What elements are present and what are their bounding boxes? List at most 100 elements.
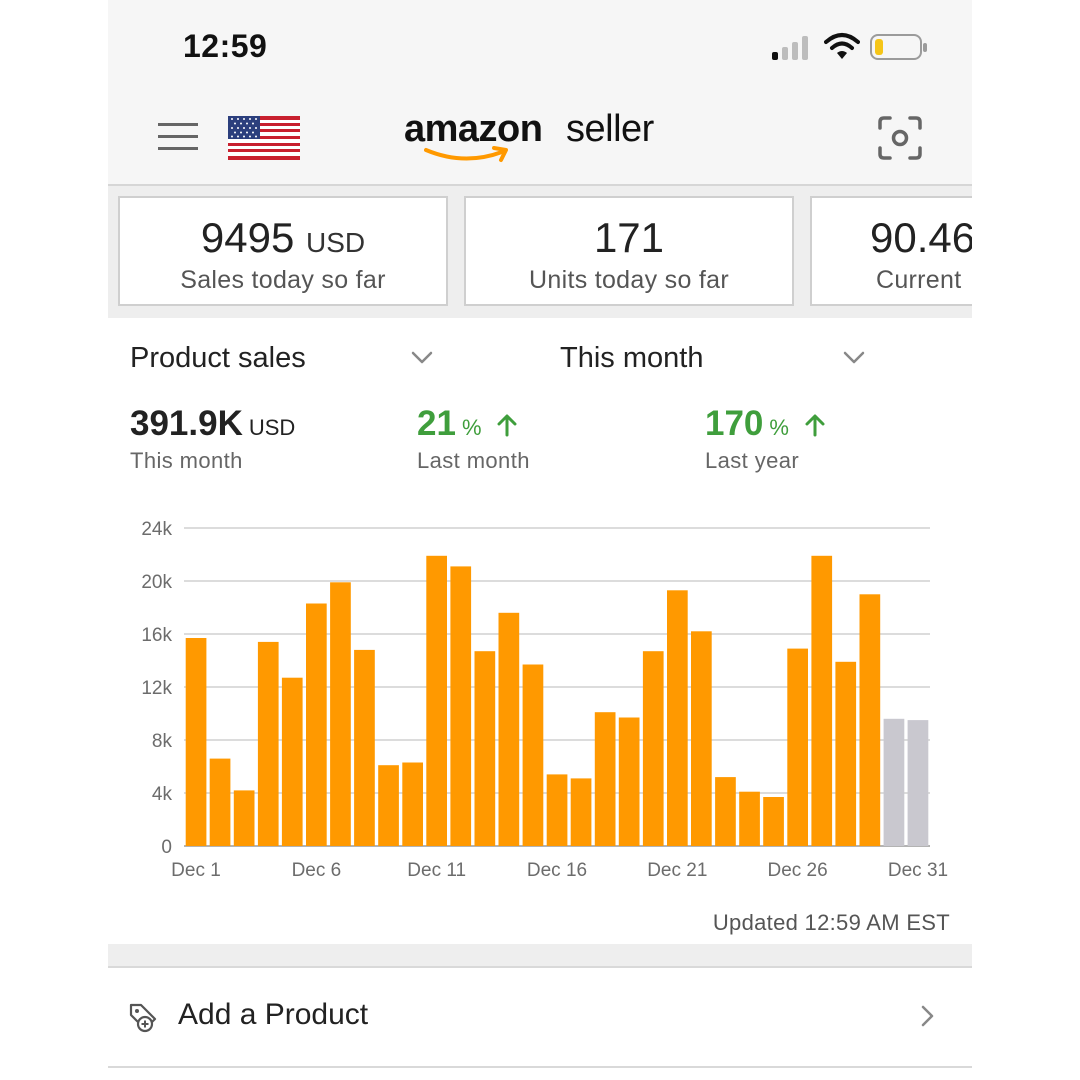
brand-seller-text: seller [566, 108, 654, 150]
y-tick-label: 0 [161, 837, 172, 858]
wifi-icon [824, 33, 860, 59]
chevron-down-icon [411, 351, 433, 364]
y-tick-label: 4k [152, 784, 173, 805]
this-month-value-line: 391.9K USD [130, 404, 295, 444]
chart-bar [787, 648, 808, 846]
chart-bar [354, 649, 375, 846]
chart-bar [811, 555, 833, 846]
chart-bar [474, 651, 496, 846]
sales-bar-chart: 0 4k 8k 12k 16k 20k 24k Dec 1 Dec 6 Dec 11 Dec 16 D… [141, 519, 948, 881]
y-tick-label: 16k [141, 625, 172, 646]
chart-bar [691, 631, 712, 846]
chart-bar [667, 590, 688, 846]
brand-amazon-text: amazon [404, 108, 543, 150]
chart-bar [306, 603, 327, 846]
y-tick-label: 8k [152, 731, 173, 752]
chart-bar [618, 717, 640, 846]
app-header: amazon seller [108, 92, 972, 186]
chart-bar [763, 797, 784, 846]
last-year-value: 170 [705, 404, 764, 443]
last-month-value-line: 21% [417, 404, 530, 444]
status-bar: 12:59 [108, 0, 972, 92]
sales-today-value: 9495 [200, 214, 295, 261]
units-today-card[interactable]: 171 Units today so far [464, 196, 794, 306]
x-tick-label: Dec 11 [407, 860, 466, 881]
x-tick-label: Dec 1 [171, 860, 221, 881]
y-tick-label: 20k [141, 572, 172, 593]
arrow-up-icon [805, 414, 825, 437]
updated-timestamp: Updated 12:59 AM EST [712, 910, 950, 935]
chart-bar [883, 718, 905, 846]
chart-bar [739, 791, 760, 846]
add-product-row[interactable]: Add a Product [108, 968, 972, 1068]
this-month-value: 391.9K [130, 404, 243, 443]
metric-select[interactable]: Product sales [130, 340, 440, 384]
last-month-label: Last month [417, 448, 530, 473]
sales-today-label: Sales today so far [180, 266, 386, 294]
chart-bar [715, 777, 736, 846]
metric-cards-carousel[interactable]: 9495 USD Sales today so far 171 Units to… [108, 186, 972, 318]
this-month-unit: USD [248, 415, 296, 440]
chart-bar [907, 720, 929, 846]
chart-bar [450, 566, 472, 846]
last-month-value: 21 [417, 404, 456, 443]
chart-bar [498, 612, 520, 846]
section-divider [108, 944, 972, 968]
cellular-signal-icon [772, 36, 808, 60]
x-tick-label: Dec 16 [527, 860, 587, 881]
y-tick-label: 24k [141, 519, 172, 540]
arrow-up-icon [497, 414, 517, 437]
chart-bar [546, 774, 568, 846]
units-today-value: 171 [593, 214, 665, 261]
chevron-down-icon [843, 351, 865, 364]
amazon-smile-icon [424, 146, 508, 162]
chart-bar [281, 677, 303, 846]
current-value: 90.46 [870, 214, 972, 261]
chart-bar [522, 664, 544, 846]
last-year-percent: % [769, 415, 789, 440]
period-select[interactable]: This month [560, 340, 870, 384]
chart-bar [233, 790, 255, 846]
summary-this-month: 391.9K USD This month [130, 404, 295, 478]
battery-icon [870, 34, 927, 60]
chart-bar [257, 641, 279, 846]
metric-select-value: Product sales [130, 342, 306, 374]
chart-bar [594, 712, 616, 846]
this-month-label: This month [130, 448, 243, 473]
add-tag-icon [129, 1003, 157, 1033]
chart-bar [185, 638, 207, 846]
chart-bar [378, 765, 399, 846]
chart-bar [835, 661, 857, 846]
x-tick-label: Dec 6 [292, 860, 342, 881]
chart-bar [426, 555, 447, 846]
summary-last-month: 21% Last month [417, 404, 530, 478]
chevron-right-icon [921, 1005, 934, 1027]
last-month-percent: % [461, 415, 482, 440]
metric-value: 9495 USD [120, 214, 446, 262]
phone-screen: 12:59 [108, 0, 972, 1080]
sales-today-card[interactable]: 9495 USD Sales today so far [118, 196, 448, 306]
x-tick-label: Dec 26 [767, 860, 827, 881]
last-year-label: Last year [705, 448, 800, 473]
chart-bar [570, 778, 592, 846]
status-time: 12:59 [183, 28, 268, 64]
us-flag-icon[interactable] [228, 116, 300, 160]
current-card[interactable]: 90.46 Current [810, 196, 972, 306]
x-tick-label: Dec 31 [888, 860, 948, 881]
amazon-seller-logo: amazon seller [404, 108, 684, 178]
current-label: Current [876, 266, 962, 294]
chart-bar [402, 762, 423, 846]
add-product-label: Add a Product [178, 998, 369, 1031]
units-today-label: Units today so far [529, 266, 729, 294]
period-select-value: This month [560, 342, 704, 374]
sales-today-unit: USD [305, 227, 366, 258]
y-tick-label: 12k [141, 678, 172, 699]
chart-bar [642, 651, 664, 846]
chart-bar [330, 582, 351, 846]
chart-bar [209, 758, 231, 846]
chart-bar [859, 594, 881, 847]
scan-icon[interactable] [878, 116, 922, 160]
last-year-value-line: 170% [705, 404, 827, 444]
menu-icon[interactable] [158, 122, 200, 152]
summary-last-year: 170% Last year [705, 404, 827, 478]
